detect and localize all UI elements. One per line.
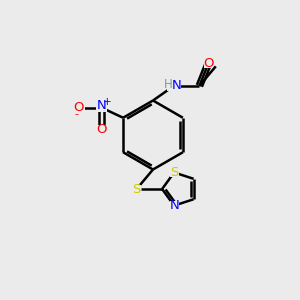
Bar <box>96 103 107 112</box>
Text: O: O <box>96 123 106 136</box>
Text: H: H <box>164 78 173 91</box>
Bar <box>169 201 178 210</box>
Bar <box>169 168 178 177</box>
Bar <box>97 125 106 134</box>
Bar <box>167 81 181 91</box>
Text: N: N <box>169 199 179 212</box>
Text: O: O <box>203 57 214 70</box>
Bar <box>73 103 85 112</box>
Text: N: N <box>97 99 106 112</box>
Text: S: S <box>132 182 141 196</box>
Text: +: + <box>103 97 111 107</box>
Text: -: - <box>75 109 79 119</box>
Text: N: N <box>172 80 182 92</box>
Text: S: S <box>170 166 178 179</box>
Bar <box>204 59 213 68</box>
Bar <box>132 184 141 194</box>
Text: O: O <box>74 101 84 114</box>
